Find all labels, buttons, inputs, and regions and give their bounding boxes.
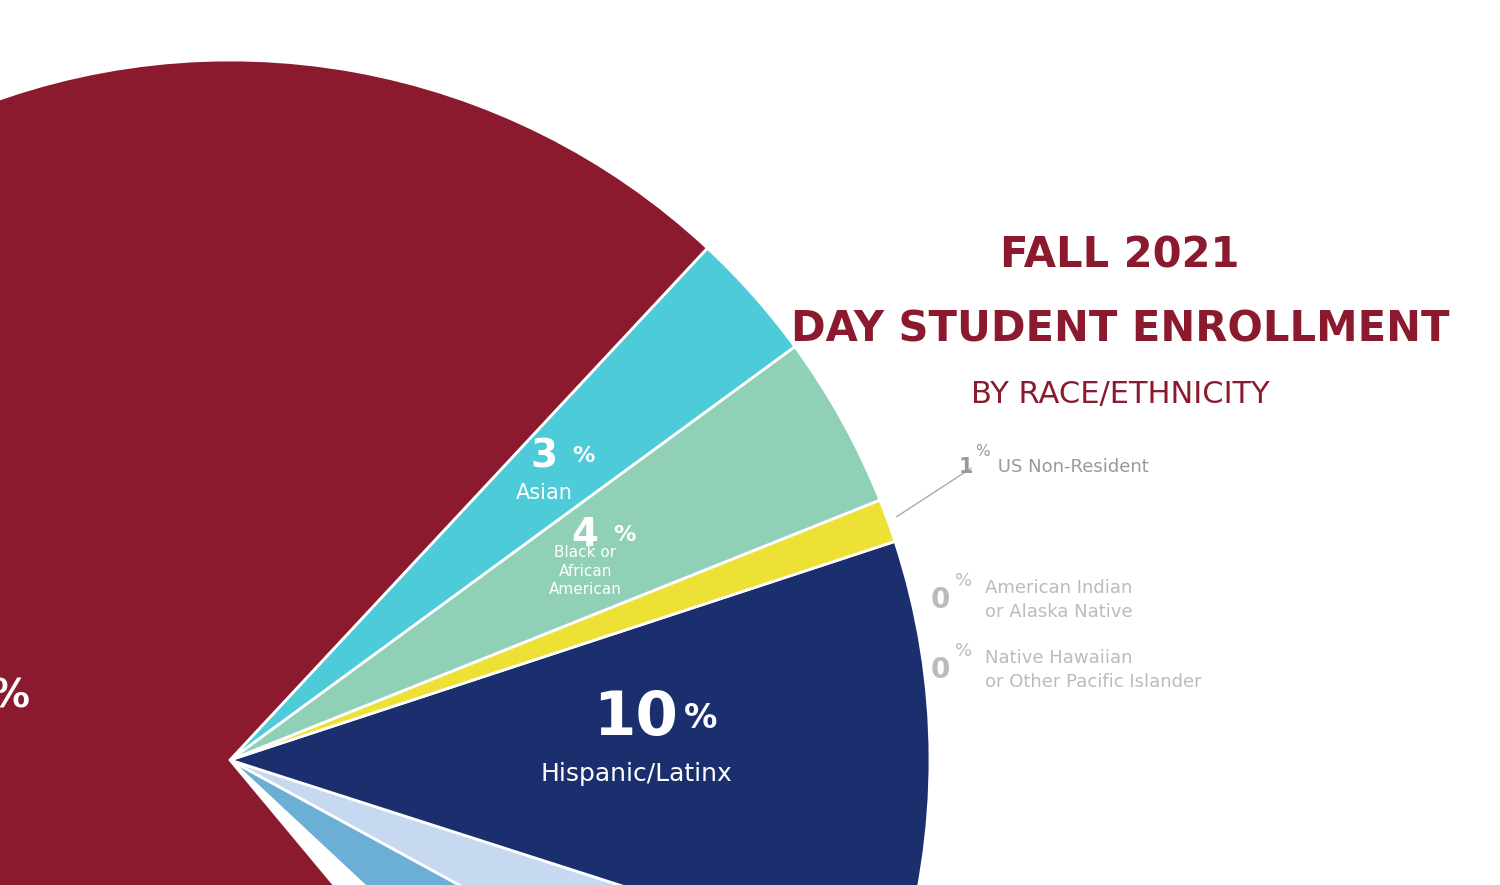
Text: %: % — [572, 446, 594, 466]
Text: 1: 1 — [958, 457, 974, 477]
Wedge shape — [0, 60, 708, 885]
Text: American Indian
or Alaska Native: American Indian or Alaska Native — [986, 579, 1132, 620]
Text: %: % — [0, 678, 30, 716]
Text: FALL 2021: FALL 2021 — [1000, 234, 1239, 276]
Text: %: % — [956, 642, 972, 660]
Text: Asian: Asian — [516, 483, 573, 504]
Text: US Non-Resident: US Non-Resident — [992, 458, 1149, 475]
Text: %: % — [956, 572, 972, 590]
Wedge shape — [230, 760, 844, 885]
Text: %: % — [684, 702, 717, 735]
Text: 0: 0 — [930, 656, 950, 684]
Text: 0: 0 — [930, 586, 950, 614]
Text: 4: 4 — [572, 516, 598, 554]
Wedge shape — [230, 542, 930, 885]
Text: DAY STUDENT ENROLLMENT: DAY STUDENT ENROLLMENT — [790, 309, 1449, 351]
Text: Black or
African
American: Black or African American — [549, 545, 621, 597]
Text: %: % — [614, 525, 636, 545]
Wedge shape — [230, 760, 897, 885]
Wedge shape — [230, 347, 880, 760]
Text: Native Hawaiian
or Other Pacific Islander: Native Hawaiian or Other Pacific Islande… — [986, 650, 1202, 691]
Text: 10: 10 — [594, 689, 678, 748]
Text: %: % — [975, 443, 990, 458]
Wedge shape — [230, 248, 795, 760]
Wedge shape — [230, 500, 895, 760]
Text: Hispanic/Latinx: Hispanic/Latinx — [540, 762, 732, 786]
Text: BY RACE/ETHNICITY: BY RACE/ETHNICITY — [970, 381, 1269, 410]
Text: 3: 3 — [531, 437, 558, 475]
